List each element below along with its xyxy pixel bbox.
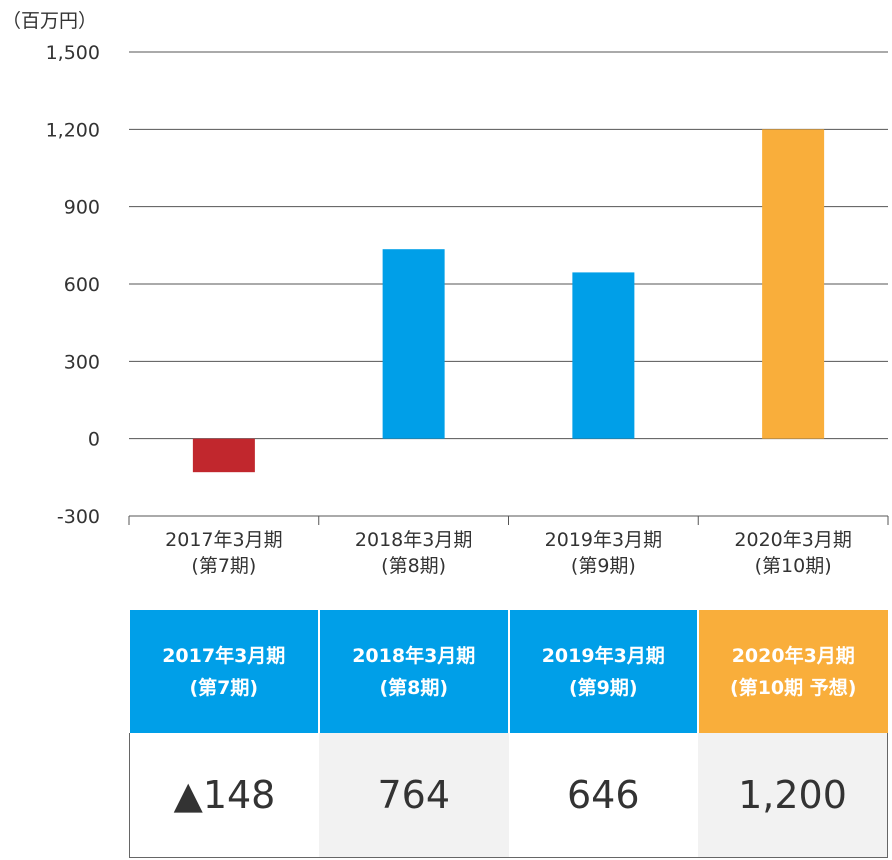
summary-header-2019-year: 2019年3月期 [541,644,665,667]
summary-header-2018: 2018年3月期 (第8期) [318,610,509,734]
y-tick-label: 1,500 [46,42,100,64]
summary-header-2019-term: (第9期) [568,676,638,699]
summary-header-2017-term: (第7期) [189,676,259,699]
y-tick-label: 300 [64,351,100,373]
summary-header-2020: 2020年3月期 (第10期 予想) [697,610,888,734]
summary-value-row: ▲148 764 646 1,200 [129,733,888,859]
y-tick-label: 600 [64,274,100,296]
x-tick-label: (第10期) [755,555,832,577]
x-tick-label: (第7期) [191,555,256,577]
bar [762,129,825,439]
y-tick-label: 900 [64,197,100,219]
y-axis-unit-label: （百万円） [2,10,98,32]
x-tick-label: (第8期) [381,555,446,577]
summary-header-2020-term: (第10期 予想) [730,676,857,699]
y-tick-label: 0 [88,429,100,451]
summary-header-row: 2017年3月期 (第7期) 2018年3月期 (第8期) 2019年3月期 (… [129,610,888,734]
x-tick-label: (第9期) [571,555,636,577]
x-tick-label: 2017年3月期 [165,529,282,551]
y-tick-label: 1,200 [46,119,100,141]
bar-chart: 1,500 1,200 900 600 300 0 -300 2017年3月期 (第7期) 201… [46,42,889,577]
summary-header-2019: 2019年3月期 (第9期) [507,610,698,734]
summary-header-2018-year: 2018年3月期 [352,644,476,667]
summary-header-2020-year: 2020年3月期 [731,644,855,667]
summary-header-2017-year: 2017年3月期 [162,644,286,667]
summary-value-2018: 764 [319,733,509,859]
summary-value-2017: ▲148 [129,733,319,859]
x-tick-label: 2019年3月期 [545,529,662,551]
bar [382,249,445,439]
summary-value-2020: 1,200 [698,733,888,859]
summary-header-2017: 2017年3月期 (第7期) [129,610,319,734]
summary-value-2019: 646 [508,733,698,859]
y-tick-label: -300 [57,506,100,528]
bar [572,272,635,439]
x-tick-label: 2018年3月期 [355,529,472,551]
x-tick-label: 2020年3月期 [734,529,851,551]
summary-table: 2017年3月期 (第7期) 2018年3月期 (第8期) 2019年3月期 (… [129,610,888,859]
bar [192,438,255,473]
summary-header-2018-term: (第8期) [379,676,449,699]
